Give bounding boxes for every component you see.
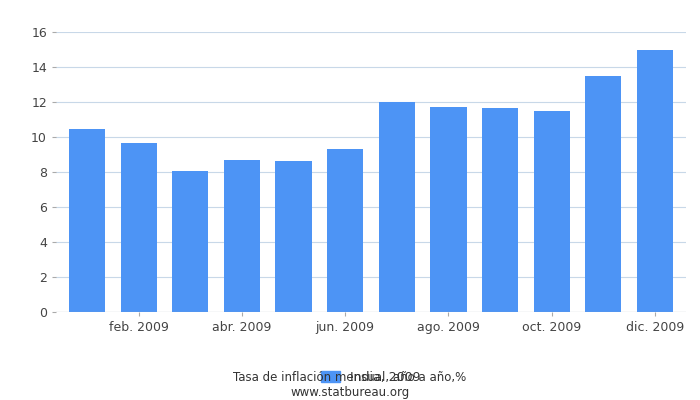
Bar [276, 161, 312, 312]
Bar [224, 160, 260, 312]
Bar [482, 108, 518, 312]
Bar [69, 129, 105, 312]
Bar [585, 76, 622, 312]
Bar [172, 172, 209, 312]
Bar [533, 111, 570, 312]
Bar [327, 150, 363, 312]
Bar [430, 107, 466, 312]
Text: www.statbureau.org: www.statbureau.org [290, 386, 410, 399]
Legend: India, 2009: India, 2009 [316, 366, 426, 389]
Bar [637, 50, 673, 312]
Text: Tasa de inflación mensual, año a año,%: Tasa de inflación mensual, año a año,% [233, 372, 467, 384]
Bar [379, 102, 415, 312]
Bar [120, 144, 157, 312]
